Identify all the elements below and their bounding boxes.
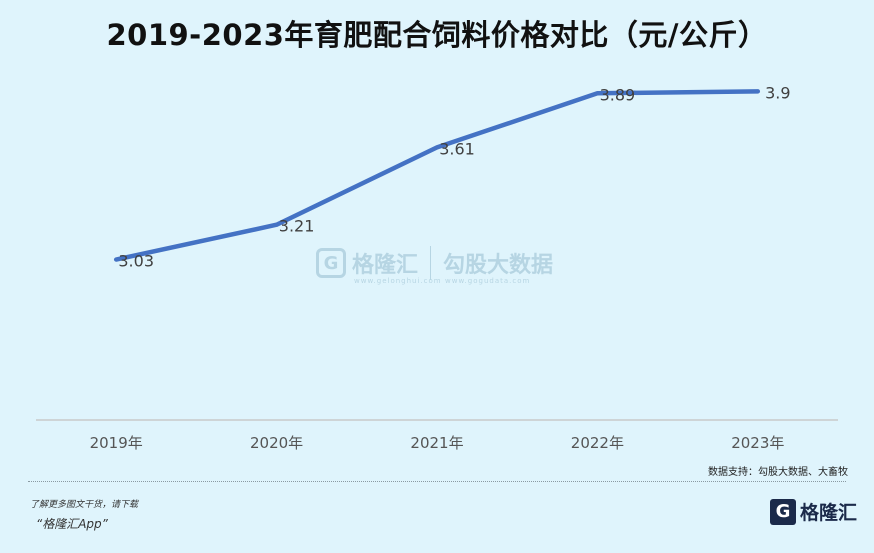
brand-logo-icon: G xyxy=(770,498,796,525)
data-label: 3.21 xyxy=(279,217,315,236)
watermark-divider xyxy=(430,246,432,280)
series-line xyxy=(113,89,761,262)
x-tick-label: 2020年 xyxy=(250,434,303,452)
watermark-name-2: 勾股大数据 xyxy=(443,253,554,278)
x-tick-label: 2019年 xyxy=(90,434,143,452)
x-tick-label: 2023年 xyxy=(731,434,784,452)
source-note: 数据支持：勾股大数据、大畜牧 xyxy=(708,467,848,478)
watermark-url-1: www.gelonghui.com xyxy=(354,277,442,285)
data-label: 3.9 xyxy=(765,83,790,102)
watermark: G 格隆汇 www.gelonghui.com 勾股大数据 www.goguda… xyxy=(316,246,554,285)
x-tick-label: 2022年 xyxy=(571,434,624,452)
data-label: 3.03 xyxy=(118,252,154,271)
brand-name: 格隆汇 xyxy=(800,502,858,524)
brand-logo: G 格隆汇 xyxy=(770,498,857,525)
chart-title: 2019-2023年育肥配合饲料价格对比（元/公斤） xyxy=(106,18,768,52)
footer-app-name: “格隆汇App” xyxy=(36,517,108,531)
data-label: 3.89 xyxy=(600,85,636,104)
watermark-logo-icon: G xyxy=(316,248,346,278)
footer-note: 了解更多图文干货，请下载 xyxy=(30,500,139,510)
data-label: 3.61 xyxy=(439,139,475,158)
watermark-name: 格隆汇 xyxy=(352,253,419,278)
watermark-url-2: www.gogudata.com xyxy=(445,277,531,285)
x-tick-label: 2021年 xyxy=(410,434,463,452)
footer-divider xyxy=(28,481,846,482)
